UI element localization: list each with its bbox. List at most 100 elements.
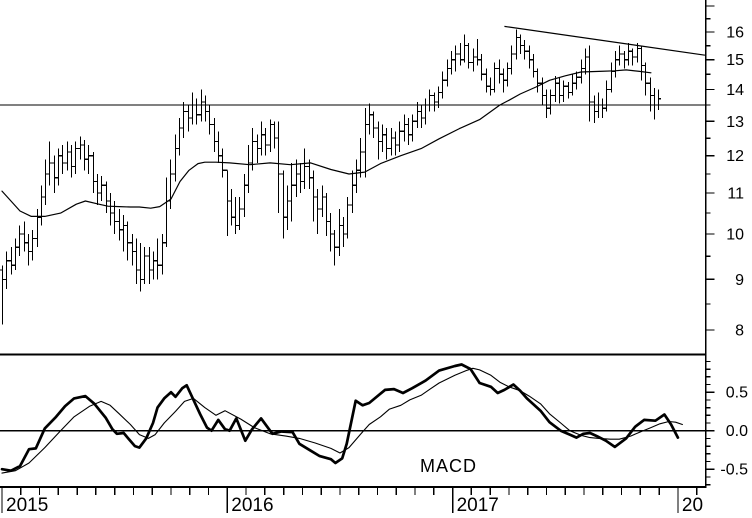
ohlc-bar [69,145,74,178]
ohlc-bar [518,34,523,55]
price-tick-label-13: 13 [726,114,744,131]
ohlc-bar [652,87,657,120]
ohlc-bar [566,81,571,99]
ohlc-bar [540,77,545,105]
ohlc-bar [142,247,147,285]
ohlc-bar [393,131,398,156]
ohlc-bar [561,80,566,102]
ohlc-bar [237,197,242,230]
ohlc-bar [354,159,359,194]
trendline-group [504,25,706,56]
ohlc-bar [341,217,346,248]
ohlc-bar [332,229,337,266]
ohlc-bar [380,124,385,153]
ohlc-bar [43,159,48,205]
ohlc-bar [574,71,579,90]
ohlc-bar [570,74,575,96]
ohlc-bar [117,209,122,241]
ohlc-bar [371,111,376,139]
ohlc-bar [60,145,65,174]
ohlc-bar [311,170,316,222]
ohlc-bar [194,98,199,125]
ohlc-bar [125,221,130,261]
macd-tick-label--0.5: -0.5 [720,462,748,479]
year-label-2015: 2015 [6,495,48,516]
price-axis-ticks [705,5,715,331]
ohlc-bar [276,121,281,214]
ohlc-bar [497,59,502,84]
price-bars [0,29,661,325]
ohlc-bar [548,89,553,115]
ohlc-bar [130,234,135,266]
ohlc-bar [613,51,618,78]
ohlc-bar [86,145,91,174]
ohlc-bar [384,127,389,160]
year-label-20: 20 [682,495,703,516]
ohlc-bar [453,45,458,72]
ohlc-bar [212,118,217,153]
ohlc-bar [285,185,290,230]
ohlc-bar [427,89,432,112]
ohlc-bar [160,234,165,275]
ohlc-bar [177,118,182,156]
macd-label: MACD [420,456,477,476]
ohlc-bar [181,101,186,139]
ohlc-bar [95,174,100,205]
ohlc-bar [263,127,268,156]
ohlc-bar [462,34,467,63]
ohlc-bar [78,136,83,160]
ohlc-bar [324,193,329,237]
ohlc-bar [643,62,648,96]
ohlc-bar [229,189,234,226]
ohlc-bar [294,159,299,197]
ohlc-bar [99,175,104,201]
ohlc-bar [535,68,540,93]
ohlc-bar [173,134,178,182]
price-tick-label-8: 8 [735,323,744,340]
ohlc-bar [216,131,221,163]
ohlc-bar [9,247,14,275]
ohlc-bar [233,197,238,235]
time-axis-labels: 2015 2016 2017 20 [6,495,703,516]
ohlc-bar [13,238,18,270]
ohlc-bar [337,209,342,257]
ohlc-bar [440,71,445,99]
ohlc-bar [488,77,493,96]
ohlc-bar [73,141,78,174]
year-label-2017: 2017 [457,495,499,516]
ohlc-bar [505,62,510,87]
ohlc-bar [410,114,415,142]
ohlc-bar [104,181,109,214]
ohlc-bar [320,185,325,218]
ohlc-bar [220,148,225,178]
ohlc-bar [315,189,320,235]
ohlc-bar [656,89,661,110]
macd-label-group: MACD [420,456,477,476]
price-tick-label-16: 16 [726,25,744,42]
macd-axis-ticks [705,360,715,486]
ohlc-bar [39,185,44,226]
year-label-2016: 2016 [231,495,273,516]
ohlc-bar [147,247,152,285]
ohlc-bar [587,45,592,122]
ohlc-bar [35,209,40,248]
ohlc-bar [626,42,631,66]
ohlc-bar [155,238,160,280]
macd-tick-label-0.5: 0.5 [726,385,748,402]
ohlc-bar [47,141,52,186]
ohlc-bar [91,152,96,194]
ohlc-bar [592,95,597,123]
ohlc-bar [458,42,463,66]
macd-group [0,363,706,474]
ohlc-bar [527,45,532,69]
ohlc-bar [419,105,424,128]
ohlc-bar [298,162,303,194]
ohlc-bar [246,145,251,194]
ohlc-bar [363,108,368,178]
time-axis-ticks [1,487,698,513]
price-tick-label-15: 15 [726,52,744,69]
ohlc-bar [492,62,497,93]
ohlc-bar [445,59,450,87]
ohlc-bar [449,51,454,75]
